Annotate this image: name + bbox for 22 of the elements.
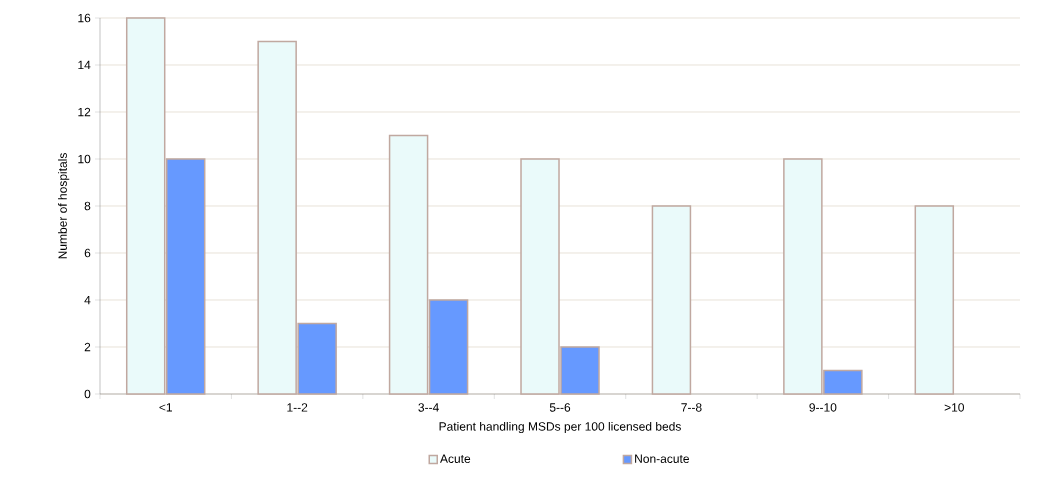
- legend-label: Non-acute: [635, 454, 689, 463]
- x-tick-label: 5--6: [549, 403, 571, 412]
- y-tick-label: 10: [78, 154, 91, 164]
- x-tick-label: 9--10: [809, 403, 837, 412]
- x-tick-label: 3--4: [418, 403, 439, 412]
- x-tick-label: 7--8: [681, 403, 702, 412]
- y-tick-label: 6: [84, 248, 91, 258]
- y-tick-label: 0: [84, 389, 91, 399]
- x-tick-label: 1--2: [287, 403, 308, 412]
- bar: [651, 205, 692, 395]
- y-tick-label: 12: [78, 107, 91, 117]
- y-axis-title: Number of hospitals: [58, 153, 70, 259]
- y-tick-label: 14: [78, 60, 91, 70]
- x-axis-title: Patient handling MSDs per 100 licensed beds: [439, 421, 681, 434]
- y-tick-label: 16: [78, 13, 91, 23]
- bar: [914, 205, 955, 395]
- legend-label: Acute: [440, 454, 471, 463]
- y-tick-label: 8: [84, 201, 91, 211]
- x-tick-label: >10: [944, 403, 964, 412]
- x-tick-label: <1: [159, 403, 172, 412]
- y-tick-label: 2: [84, 342, 91, 352]
- y-tick-label: 4: [84, 295, 91, 305]
